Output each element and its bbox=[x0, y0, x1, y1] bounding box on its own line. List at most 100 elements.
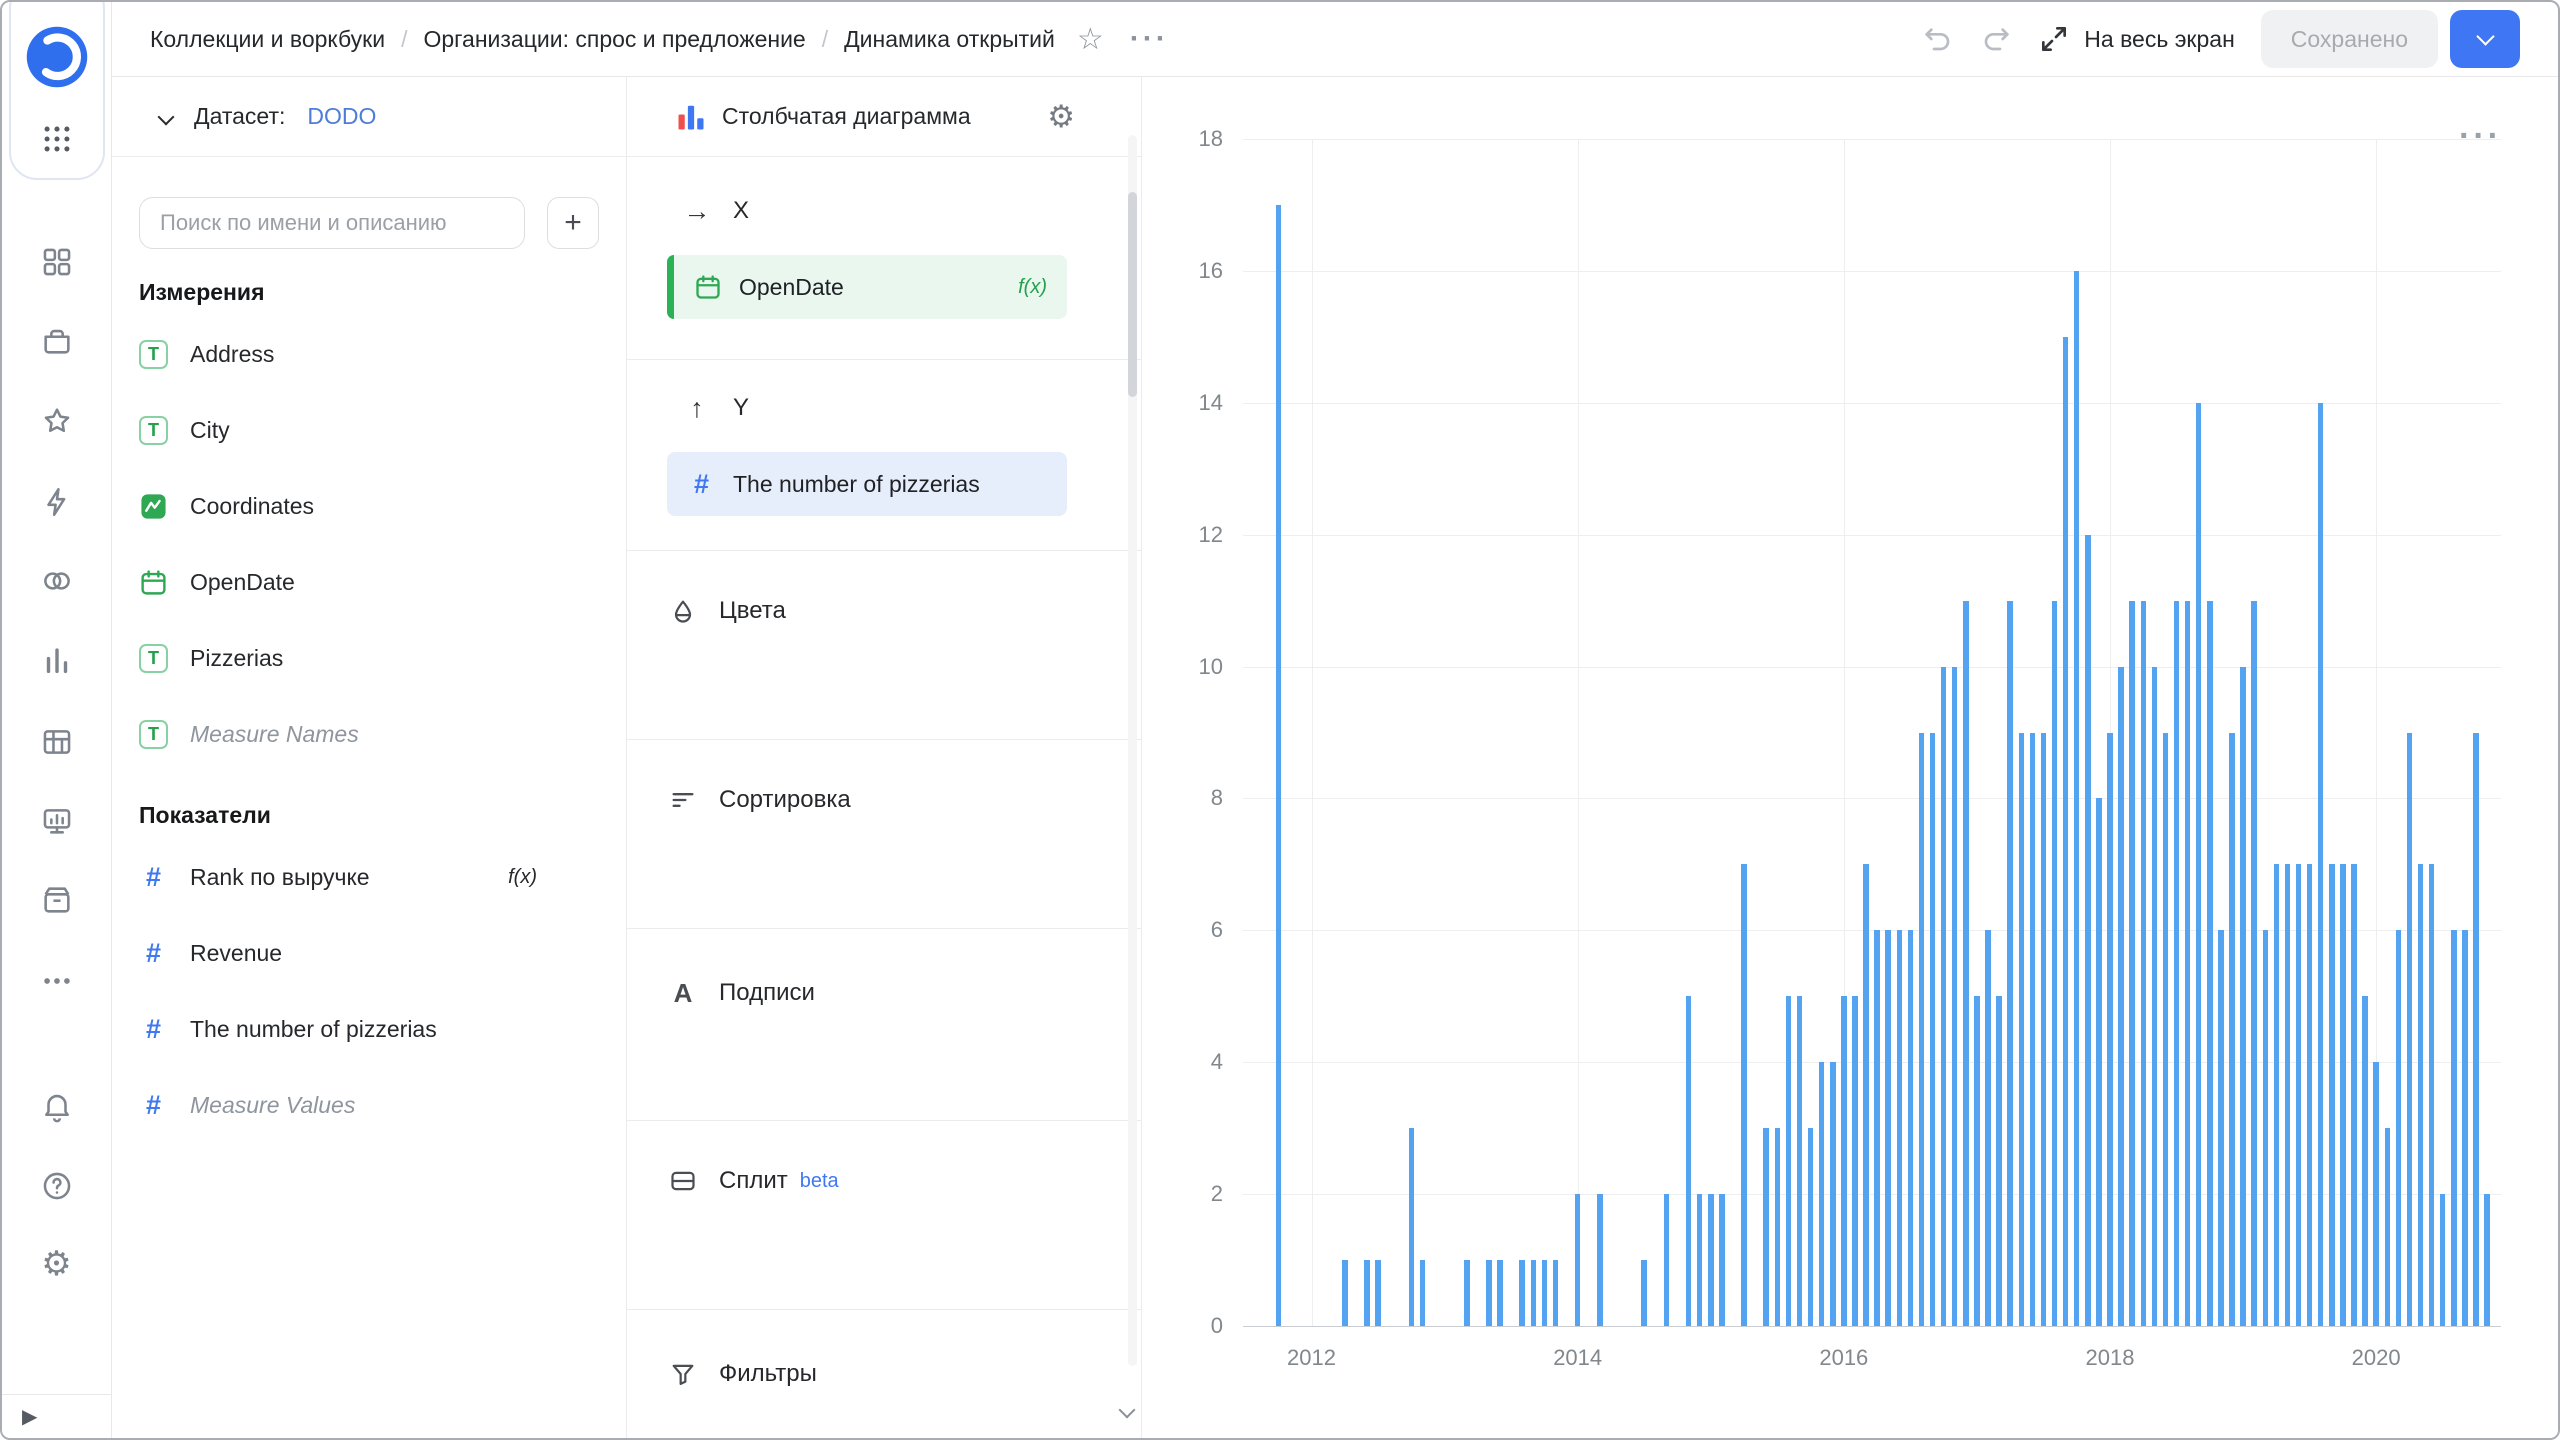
datasets-table-icon[interactable] bbox=[40, 725, 74, 759]
config-scrollbar-track[interactable] bbox=[1128, 135, 1137, 1366]
chart-bar[interactable] bbox=[2417, 864, 2424, 1326]
chart-bar[interactable] bbox=[2395, 930, 2402, 1326]
chart-bar[interactable] bbox=[2351, 864, 2357, 1326]
settings-gear-icon[interactable]: ⚙ bbox=[41, 1245, 72, 1283]
colors-section[interactable]: Цвета bbox=[627, 551, 1141, 740]
chart-bar[interactable] bbox=[1741, 864, 1747, 1326]
chart-settings-gear-icon[interactable]: ⚙ bbox=[1047, 99, 1075, 134]
chart-bar[interactable] bbox=[2240, 666, 2246, 1326]
chart-bar[interactable] bbox=[2162, 732, 2169, 1326]
chart-bar[interactable] bbox=[1364, 1260, 1370, 1326]
dashboards-icon[interactable] bbox=[40, 245, 74, 279]
more-ellipsis-icon[interactable] bbox=[40, 964, 74, 998]
chart-bar[interactable] bbox=[1963, 600, 1969, 1326]
chart-bar[interactable] bbox=[1830, 1062, 1836, 1326]
chart-bar[interactable] bbox=[1486, 1260, 1492, 1326]
chart-bar[interactable] bbox=[1974, 996, 1980, 1326]
notifications-bell-icon[interactable] bbox=[40, 1089, 74, 1123]
chart-bar[interactable] bbox=[2051, 600, 2058, 1326]
undo-icon[interactable] bbox=[1922, 23, 1954, 55]
storage-box-icon[interactable] bbox=[40, 883, 74, 917]
measure-row-measure-values[interactable]: # Measure Values bbox=[112, 1067, 626, 1143]
chart-bar[interactable] bbox=[1497, 1260, 1503, 1326]
chart-bar[interactable] bbox=[2284, 864, 2291, 1326]
chart-bar[interactable] bbox=[1796, 996, 1803, 1326]
chart-bar[interactable] bbox=[2040, 732, 2047, 1326]
chart-bar[interactable] bbox=[1663, 1194, 1670, 1326]
dataset-collapse-chevron-icon[interactable] bbox=[157, 108, 175, 125]
chart-bar[interactable] bbox=[2173, 600, 2180, 1326]
chart-bar[interactable] bbox=[2018, 732, 2025, 1326]
chart-bar[interactable] bbox=[1985, 930, 1991, 1326]
measure-row-pizzerias-count[interactable]: # The number of pizzerias bbox=[112, 991, 626, 1067]
chart-bar[interactable] bbox=[2439, 1194, 2446, 1326]
chart-bar[interactable] bbox=[2384, 1128, 2390, 1326]
breadcrumb-collections[interactable]: Коллекции и воркбуки bbox=[150, 25, 386, 52]
chart-bar[interactable] bbox=[2406, 732, 2413, 1326]
chart-bar[interactable] bbox=[1852, 996, 1858, 1326]
measure-row-rank[interactable]: # Rank по выручке f(x) bbox=[112, 839, 626, 915]
chart-bar[interactable] bbox=[1530, 1260, 1537, 1326]
split-section[interactable]: Сплит beta bbox=[627, 1121, 1141, 1310]
chart-bar[interactable] bbox=[1641, 1260, 1647, 1326]
field-search-input[interactable] bbox=[139, 197, 525, 249]
chart-bar[interactable] bbox=[1342, 1260, 1348, 1326]
y-axis-section[interactable]: ↑ Y # The number of pizzerias bbox=[627, 360, 1141, 551]
chart-bar[interactable] bbox=[2317, 402, 2324, 1326]
chart-type-label[interactable]: Столбчатая диаграмма bbox=[722, 103, 971, 129]
bar-chart[interactable]: 0 2 4 6 8 10 12 14 16 18 2012 2014 2016 2018 2020 bbox=[1199, 126, 2501, 1370]
chart-bar[interactable] bbox=[2118, 666, 2124, 1326]
chart-bar[interactable] bbox=[2295, 864, 2302, 1326]
chart-bar[interactable] bbox=[2340, 864, 2346, 1326]
chart-bar[interactable] bbox=[1763, 1128, 1769, 1326]
chart-bar[interactable] bbox=[1807, 1128, 1814, 1326]
chart-bar[interactable] bbox=[1419, 1260, 1426, 1326]
chart-bar[interactable] bbox=[1597, 1194, 1603, 1326]
labels-section[interactable]: A Подписи bbox=[627, 929, 1141, 1121]
favorites-star-icon[interactable] bbox=[40, 404, 74, 438]
saved-button[interactable]: Сохранено bbox=[2260, 10, 2438, 68]
chart-bar[interactable] bbox=[2462, 930, 2468, 1326]
chart-bar[interactable] bbox=[2484, 1194, 2490, 1326]
chart-bar[interactable] bbox=[2007, 600, 2013, 1326]
chart-bar[interactable] bbox=[2329, 864, 2335, 1326]
save-dropdown-button[interactable] bbox=[2450, 10, 2520, 68]
filters-section[interactable]: Фильтры bbox=[627, 1310, 1141, 1438]
chart-bar[interactable] bbox=[1996, 996, 2002, 1326]
chart-bar[interactable] bbox=[1785, 996, 1792, 1326]
chart-bar[interactable] bbox=[1552, 1260, 1559, 1326]
chart-bar[interactable] bbox=[1929, 732, 1936, 1326]
chart-bar[interactable] bbox=[1940, 666, 1947, 1326]
chart-menu-ellipsis-icon[interactable]: ··· bbox=[2459, 117, 2502, 155]
chart-bar[interactable] bbox=[2373, 1062, 2379, 1326]
add-field-button[interactable]: + bbox=[547, 197, 599, 249]
chart-bar[interactable] bbox=[2207, 600, 2213, 1326]
chart-bar[interactable] bbox=[2184, 600, 2191, 1326]
chart-bar[interactable] bbox=[2073, 270, 2080, 1326]
chart-bar[interactable] bbox=[1896, 930, 1903, 1326]
dimension-row-address[interactable]: T Address bbox=[112, 316, 626, 392]
monitoring-icon[interactable] bbox=[40, 804, 74, 838]
chart-bar[interactable] bbox=[1841, 996, 1847, 1326]
wizard-chart-icon[interactable] bbox=[40, 643, 74, 677]
chart-bar[interactable] bbox=[1696, 1194, 1703, 1326]
chart-bar[interactable] bbox=[1275, 204, 1281, 1326]
chart-bar[interactable] bbox=[2262, 930, 2268, 1326]
chart-bar[interactable] bbox=[2428, 864, 2435, 1326]
chart-bar[interactable] bbox=[2140, 600, 2147, 1326]
chart-bar[interactable] bbox=[1818, 1062, 1825, 1326]
fullscreen-label[interactable]: На весь экран bbox=[2084, 25, 2235, 52]
editor-lightning-icon[interactable] bbox=[40, 485, 74, 519]
header-more-ellipsis-icon[interactable]: ··· bbox=[1129, 22, 1169, 55]
dimension-row-opendate[interactable]: OpenDate bbox=[112, 544, 626, 620]
breadcrumb-workbook[interactable]: Организации: спрос и предложение bbox=[423, 25, 806, 52]
chart-bar[interactable] bbox=[2306, 864, 2313, 1326]
chart-bar[interactable] bbox=[1685, 996, 1692, 1326]
sorting-section[interactable]: Сортировка bbox=[627, 740, 1141, 929]
favorite-star-icon[interactable]: ☆ bbox=[1076, 22, 1104, 56]
chart-bar[interactable] bbox=[2151, 666, 2158, 1326]
chart-bar[interactable] bbox=[1408, 1128, 1415, 1326]
config-scrollbar-thumb[interactable] bbox=[1128, 192, 1137, 397]
chart-bar[interactable] bbox=[1918, 732, 1925, 1326]
x-axis-section[interactable]: → X OpenDate f(x) bbox=[627, 157, 1141, 360]
